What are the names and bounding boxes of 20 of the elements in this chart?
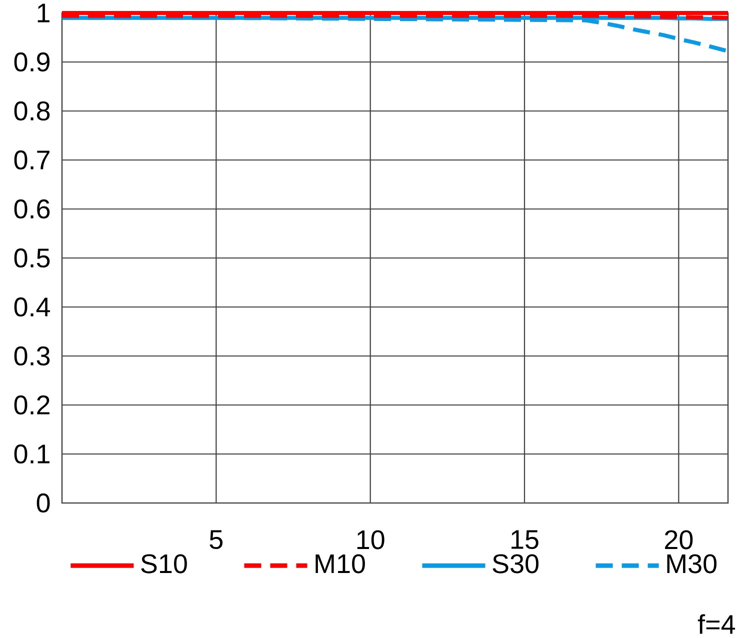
y-tick-label: 0.9	[14, 52, 50, 72]
y-tick-label: 0.8	[14, 101, 50, 121]
x-tick-label: 10	[357, 530, 384, 550]
y-tick-label: 0.7	[14, 150, 50, 170]
y-tick-label: 0.2	[14, 395, 50, 415]
legend-label: S10	[141, 554, 187, 574]
x-tick-label: 5	[210, 530, 223, 550]
legend-label: M30	[667, 554, 717, 574]
y-tick-label: 0.4	[14, 297, 50, 317]
y-tick-label: 1	[38, 4, 50, 22]
text: f=4	[698, 614, 736, 634]
x-tick-label: 20	[665, 530, 693, 550]
x-tick-label: 15	[512, 530, 538, 550]
legend-label: M10	[316, 554, 365, 574]
y-tick-label: 0.5	[14, 248, 50, 268]
y-tick-label: 0.1	[14, 444, 50, 464]
legend-label: S30	[492, 554, 538, 574]
y-tick-label: 0.6	[14, 199, 50, 219]
y-tick-label: 0	[36, 493, 50, 513]
y-tick-label: 0.3	[14, 346, 50, 366]
